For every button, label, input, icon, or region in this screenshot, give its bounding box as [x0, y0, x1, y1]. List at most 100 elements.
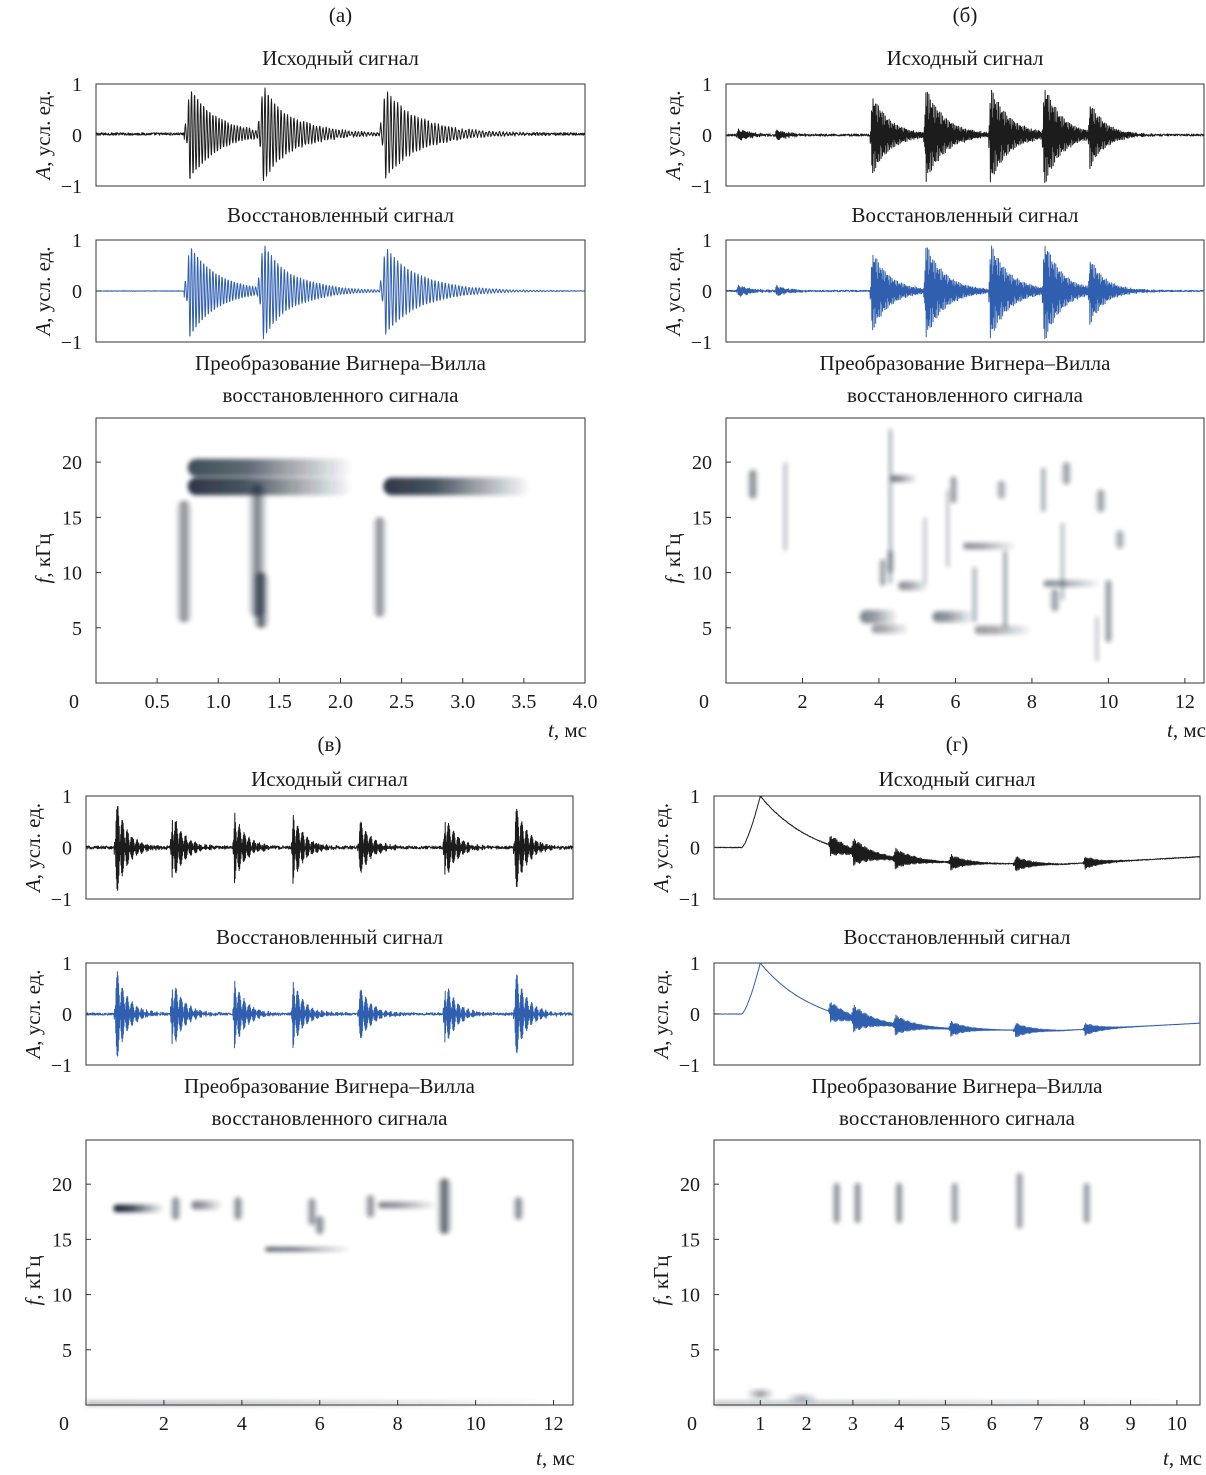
time-tick-label: 3	[848, 1413, 858, 1435]
amp-tick-label: −1	[691, 332, 712, 354]
panel-letter: (а)	[329, 3, 352, 27]
wvd-blob	[378, 1201, 437, 1209]
reconstructed-signal-plot: 1 0 −1 A, усл. ед.	[21, 953, 574, 1077]
time-tick-label: 0	[687, 1413, 697, 1435]
wvd-title-line2: восстановленного сигнала	[212, 1106, 449, 1130]
wvd-blob	[1060, 522, 1065, 601]
amp-axis-label: A, усл. ед.	[649, 969, 673, 1060]
freq-tick-label: 10	[692, 563, 712, 585]
original-signal-line	[713, 795, 1201, 872]
reconstructed-signal-title: Восстановленный сигнал	[843, 925, 1070, 949]
time-tick-label: 4	[874, 691, 884, 713]
wvd-blob	[1043, 580, 1101, 587]
original-signal-title: Исходный сигнал	[887, 46, 1044, 70]
wvd-title-line1: Преобразование Вигнера–Вилла	[812, 1074, 1104, 1098]
time-axis-label: t, мс	[548, 718, 587, 742]
axes-frame	[95, 417, 586, 684]
freq-tick-label: 20	[692, 452, 712, 474]
original-signal-line	[725, 89, 1205, 183]
time-tick-label: 8	[393, 1413, 403, 1435]
amp-tick-label: 0	[62, 838, 72, 860]
reconstructed-signal-title: Восстановленный сигнал	[216, 925, 443, 949]
reconstructed-signal-line	[713, 962, 1201, 1038]
time-tick-label: 4	[237, 1413, 247, 1435]
axes-frame	[713, 795, 1201, 900]
freq-tick-label: 10	[62, 563, 82, 585]
panel-1: (б) Исходный сигнал Восстановленный сигнал…	[661, 3, 1206, 742]
panel-3: (г) Исходный сигнал Восстановленный сигнал…	[649, 732, 1202, 1470]
wvd-energy	[175, 458, 530, 628]
wvd-blob	[885, 550, 895, 573]
wvd-blob	[86, 1401, 573, 1406]
amp-tick-label: 0	[72, 281, 82, 303]
freq-tick-label: 20	[52, 1174, 72, 1196]
time-tick-label: 4	[894, 1413, 904, 1435]
reconstructed-signal-plot: 1 0 −1 A, усл. ед.	[31, 230, 586, 354]
wvd-blob	[995, 480, 1008, 499]
reconstructed-signal-line	[85, 971, 574, 1057]
wvd-blob	[852, 1183, 863, 1223]
wvd-blob	[1049, 589, 1061, 612]
freq-axis-label: f, кГц	[31, 534, 55, 584]
wvd-blob	[169, 1197, 182, 1220]
amp-axis-label: A, усл. ед.	[661, 246, 685, 337]
amp-tick-label: 1	[62, 953, 72, 975]
amp-tick-label: 0	[62, 1004, 72, 1026]
time-tick-label: 4.0	[573, 691, 598, 713]
amp-tick-label: −1	[51, 1055, 72, 1077]
wvd-blob	[971, 567, 978, 623]
wvd-title-line2: восстановленного сигнала	[839, 1106, 1076, 1130]
wvd-plot: 20 15 10 5 f, кГц 0 1 2 3 4 5 6 7 8 9 10 t, мс	[649, 1139, 1202, 1470]
wvd-blob	[945, 489, 951, 568]
wvd-blob	[1082, 1183, 1092, 1223]
wvd-blob	[187, 477, 353, 496]
wvd-blob	[950, 1183, 960, 1223]
original-signal-plot: 1 0 −1 A, усл. ед.	[31, 74, 586, 198]
time-tick-label: 10	[466, 1413, 486, 1435]
amp-axis-label: A, усл. ед.	[31, 90, 55, 181]
freq-tick-label: 20	[680, 1174, 700, 1196]
time-tick-label: 5	[940, 1413, 950, 1435]
reconstructed-signal-line	[95, 245, 586, 340]
wvd-blob	[191, 1200, 223, 1210]
time-tick-label: 6	[950, 691, 960, 713]
panel-0: (а) Исходный сигнал Восстановленный сигнал…	[31, 3, 598, 742]
wvd-title-line1: Преобразование Вигнера–Вилла	[195, 351, 487, 375]
wvd-blob	[512, 1197, 525, 1220]
freq-tick-label: 5	[690, 1340, 700, 1362]
time-tick-label: 9	[1126, 1413, 1136, 1435]
amp-axis-label: A, усл. ед.	[31, 246, 55, 337]
original-signal-title: Исходный сигнал	[262, 46, 419, 70]
reconstructed-signal-plot: 1 0 −1 A, усл. ед.	[661, 230, 1205, 354]
time-tick-label: 2	[159, 1413, 169, 1435]
panel-letter: (в)	[318, 732, 342, 756]
wvd-blob	[1002, 550, 1008, 628]
amp-tick-label: 1	[690, 953, 700, 975]
amp-axis-label: A, усл. ед.	[661, 90, 685, 181]
wvd-blob	[714, 1401, 1200, 1406]
wvd-blob	[898, 581, 929, 591]
wvd-plot: 20 15 10 5 f, кГц 0 2 4 6 8 10 12 t, мс	[21, 1139, 575, 1470]
wvd-blob	[313, 1216, 326, 1234]
wvd-title-line2: восстановленного сигнала	[847, 383, 1084, 407]
original-signal-plot: 1 0 −1 A, усл. ед.	[661, 74, 1205, 198]
axes-frame	[85, 1139, 574, 1406]
time-tick-label: 0.5	[145, 691, 170, 713]
time-axis-label: t, мс	[536, 1446, 575, 1470]
original-signal-line	[85, 806, 574, 891]
reconstructed-signal-title: Восстановленный сигнал	[851, 203, 1078, 227]
amp-tick-label: −1	[61, 332, 82, 354]
wvd-blob	[265, 1247, 351, 1252]
time-tick-label: 2.5	[389, 691, 414, 713]
time-tick-label: 0	[699, 691, 709, 713]
time-axis-label: t, мс	[1163, 1446, 1202, 1470]
wvd-blob	[890, 475, 918, 482]
wvd-blob	[113, 1204, 164, 1213]
wvd-blob	[922, 517, 928, 584]
wvd-blob	[187, 458, 353, 477]
wvd-blob	[1014, 1173, 1025, 1229]
time-tick-label: 2	[797, 691, 807, 713]
wvd-blob	[1094, 616, 1100, 661]
amp-tick-label: 0	[702, 125, 712, 147]
freq-axis-label: f, кГц	[649, 1256, 673, 1306]
